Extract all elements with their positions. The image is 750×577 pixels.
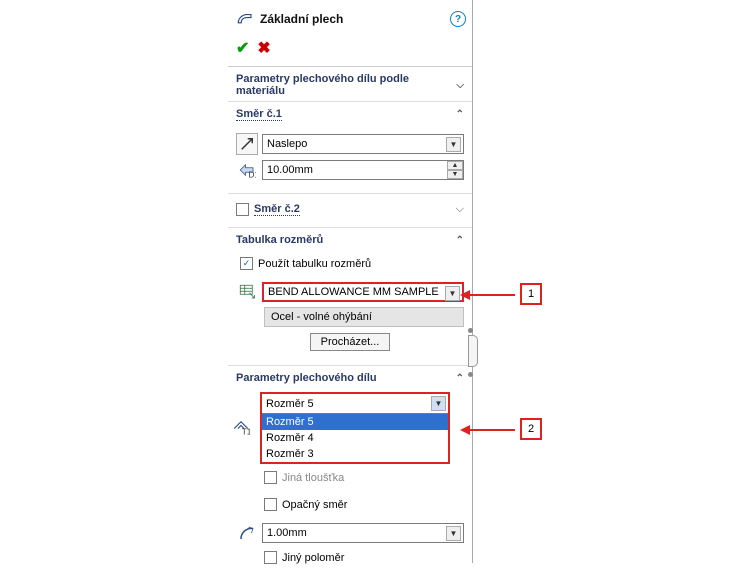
- expand-caret-icon: ⌃: [456, 373, 464, 384]
- panel-header: Základní plech ?: [228, 4, 472, 34]
- panel-title: Základní plech: [260, 12, 450, 26]
- size-option[interactable]: Rozměr 5: [262, 414, 448, 430]
- section-sheet-params: Parametry plechového dílu ⌃ Rozměr 5 ▼ R…: [228, 366, 472, 577]
- section-label-dir1: Směr č.1: [236, 108, 282, 121]
- ok-button[interactable]: ✔: [236, 38, 249, 58]
- bend-radius-value: 1.00mm: [267, 527, 307, 539]
- section-header-material[interactable]: Parametry plechového dílu podle materiál…: [228, 67, 472, 101]
- use-gauge-checkbox[interactable]: ✓: [240, 257, 253, 270]
- bend-radius-dropdown[interactable]: 1.00mm ▼: [262, 523, 464, 543]
- section-header-sheetparams[interactable]: Parametry plechového dílu ⌃: [228, 366, 472, 388]
- section-header-dir1[interactable]: Směr č.1 ⌃: [228, 102, 472, 125]
- flyout-handle[interactable]: [468, 335, 478, 367]
- size-selected-value: Rozměr 5: [266, 398, 314, 410]
- use-gauge-label: Použít tabulku rozměrů: [258, 258, 371, 270]
- dir2-label: Směr č.2: [254, 203, 300, 216]
- gauge-table-icon: [236, 281, 258, 303]
- section-gauge-table: Tabulka rozměrů ⌃ ✓ Použít tabulku rozmě…: [228, 228, 472, 366]
- gauge-table-dropdown[interactable]: BEND ALLOWANCE MM SAMPLE ▼: [262, 282, 464, 302]
- expand-caret-icon: ⌃: [456, 109, 464, 120]
- guide-dot: [468, 372, 473, 377]
- section-direction1: Směr č.1 ⌃ Naslepo ▼ D1 10.00mm ▲▼: [228, 102, 472, 194]
- dir2-checkbox[interactable]: [236, 203, 249, 216]
- browse-button[interactable]: Procházet...: [310, 333, 391, 351]
- size-option[interactable]: Rozměr 4: [262, 430, 448, 446]
- depth-spinner[interactable]: ▲▼: [447, 161, 463, 179]
- section-label-sheetparams: Parametry plechového dílu: [236, 372, 377, 384]
- callout-line-1: [470, 294, 515, 296]
- end-condition-dropdown[interactable]: Naslepo ▼: [262, 134, 464, 154]
- cancel-button[interactable]: ✖: [257, 38, 270, 58]
- reverse-direction-icon[interactable]: [236, 133, 258, 155]
- bend-radius-icon: [236, 522, 258, 544]
- section-direction2: Směr č.2 ⌵: [228, 194, 472, 228]
- help-icon[interactable]: ?: [450, 11, 466, 27]
- dropdown-arrow-icon: ▼: [445, 286, 460, 301]
- dropdown-arrow-icon: ▼: [446, 137, 461, 152]
- svg-text:D1: D1: [249, 171, 257, 180]
- ok-cancel-bar: ✔ ✖: [228, 34, 472, 67]
- dropdown-arrow-icon: ▼: [431, 396, 446, 411]
- section-label-gauge: Tabulka rozměrů: [236, 234, 323, 246]
- size-dropdown[interactable]: Rozměr 5 ▼: [262, 394, 448, 414]
- callout-line-2: [470, 429, 515, 431]
- size-option[interactable]: Rozměr 3: [262, 446, 448, 462]
- callout-box-1: 1: [520, 283, 542, 305]
- thickness-icon: T1: [230, 416, 252, 438]
- override-thickness-label: Jiná tloušťka: [282, 472, 344, 484]
- depth-input[interactable]: 10.00mm ▲▼: [262, 160, 464, 180]
- callout-arrow-2: [460, 425, 470, 435]
- depth-icon: D1: [236, 159, 258, 181]
- collapse-caret-icon: ⌵: [456, 80, 464, 91]
- collapse-caret-icon: ⌵: [456, 203, 464, 216]
- callout-number-1: 1: [528, 288, 534, 300]
- dropdown-arrow-icon: ▼: [446, 526, 461, 541]
- override-radius-checkbox[interactable]: [264, 551, 277, 564]
- callout-arrow-1: [460, 290, 470, 300]
- override-thickness-checkbox[interactable]: [264, 471, 277, 484]
- reverse-dir-label: Opačný směr: [282, 499, 347, 511]
- section-header-gauge[interactable]: Tabulka rozměrů ⌃: [228, 228, 472, 250]
- material-value: Ocel - volné ohýbání: [271, 311, 372, 323]
- svg-text:T1: T1: [242, 428, 250, 437]
- section-material-params: Parametry plechového dílu podle materiál…: [228, 67, 472, 102]
- material-display: Ocel - volné ohýbání: [264, 307, 464, 327]
- expand-caret-icon: ⌃: [456, 235, 464, 246]
- reverse-dir-checkbox[interactable]: [264, 498, 277, 511]
- guide-dot: [468, 328, 473, 333]
- override-radius-label: Jiný poloměr: [282, 552, 344, 564]
- section-label-material: Parametry plechového dílu podle materiál…: [236, 73, 436, 97]
- end-condition-value: Naslepo: [267, 138, 307, 150]
- gauge-table-value: BEND ALLOWANCE MM SAMPLE: [268, 286, 439, 298]
- callout-number-2: 2: [528, 423, 534, 435]
- size-option-list: Rozměr 5 Rozměr 4 Rozměr 3: [262, 414, 448, 462]
- base-flange-icon: [234, 8, 256, 30]
- depth-value: 10.00mm: [267, 164, 313, 176]
- property-manager-panel: Základní plech ? ✔ ✖ Parametry plechovéh…: [228, 0, 473, 563]
- callout-box-2: 2: [520, 418, 542, 440]
